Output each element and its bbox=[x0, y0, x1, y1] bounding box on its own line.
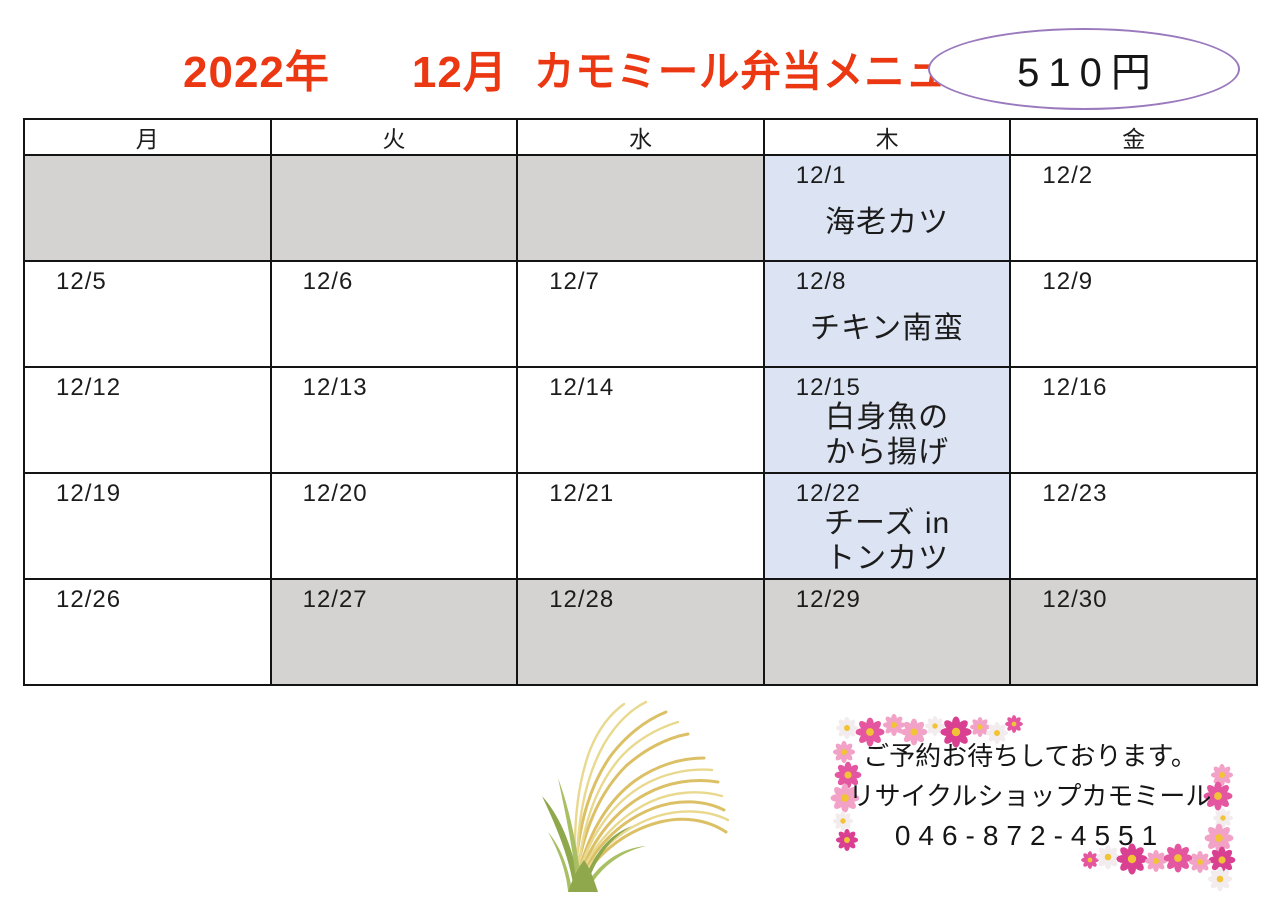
day-header: 火 bbox=[269, 118, 519, 156]
calendar-cell: 12/6 bbox=[269, 260, 519, 368]
title-month: 12月 bbox=[411, 48, 508, 97]
calendar-cell: 12/1 海老カツ bbox=[762, 154, 1012, 262]
footer-reservation-text: ご予約お待ちしております。 bbox=[863, 741, 1197, 771]
calendar-row: 12/19 12/20 12/21 12/22 チーズ in トンカツ 12/23 bbox=[23, 472, 1258, 580]
cell-date: 12/20 bbox=[302, 480, 368, 507]
calendar-cell: 12/16 bbox=[1009, 366, 1258, 474]
calendar-cell: 12/8 チキン南蛮 bbox=[762, 260, 1012, 368]
calendar-cell: 12/5 bbox=[23, 260, 272, 368]
calendar-cell: 12/23 bbox=[1009, 472, 1258, 580]
calendar-row: 12/12 12/13 12/14 12/15 白身魚の から揚げ 12/16 bbox=[23, 366, 1258, 474]
footer-phone-number: 046-872-4551 bbox=[894, 820, 1166, 851]
cell-date: 12/21 bbox=[549, 480, 615, 507]
cell-date: 12/7 bbox=[549, 268, 600, 295]
calendar-cell: 12/26 bbox=[23, 578, 272, 686]
cell-date: 12/2 bbox=[1042, 162, 1094, 189]
calendar-cell: 12/22 チーズ in トンカツ bbox=[762, 472, 1012, 580]
calendar-cell bbox=[23, 154, 272, 262]
calendar-cell: 12/9 bbox=[1009, 260, 1258, 368]
cell-date: 12/1 bbox=[795, 162, 847, 189]
cell-date: 12/12 bbox=[56, 374, 122, 401]
cell-date: 12/28 bbox=[549, 586, 615, 613]
pampas-grass-illustration bbox=[528, 692, 733, 897]
title-text: カモミール弁当メニュー bbox=[533, 47, 988, 95]
cell-date bbox=[272, 156, 517, 163]
calendar-cell: 12/13 bbox=[269, 366, 519, 474]
cell-menu: チキン南蛮 bbox=[810, 312, 965, 346]
day-header: 月 bbox=[23, 118, 272, 156]
cell-date: 12/30 bbox=[1042, 586, 1108, 613]
price-badge: 510円 bbox=[928, 28, 1240, 110]
cell-date: 12/16 bbox=[1042, 374, 1108, 401]
cell-date: 12/29 bbox=[795, 586, 861, 613]
cell-date bbox=[25, 156, 270, 163]
calendar-cell: 12/19 bbox=[23, 472, 272, 580]
calendar-cell: 12/2 bbox=[1009, 154, 1258, 262]
calendar-cell bbox=[269, 154, 519, 262]
calendar-cell: 12/15 白身魚の から揚げ bbox=[762, 366, 1012, 474]
calendar-cell: 12/27 bbox=[269, 578, 519, 686]
footer-message-block: ご予約お待ちしております。 リサイクルショップカモミール 046-872-455… bbox=[845, 736, 1215, 856]
calendar-row: 12/1 海老カツ 12/2 bbox=[23, 154, 1258, 262]
cell-date: 12/14 bbox=[549, 374, 615, 401]
calendar-cell: 12/14 bbox=[516, 366, 765, 474]
day-header: 金 bbox=[1009, 118, 1258, 156]
footer-shop-name: リサイクルショップカモミール bbox=[848, 781, 1212, 811]
day-header: 水 bbox=[516, 118, 765, 156]
cell-date: 12/27 bbox=[302, 586, 368, 613]
calendar-row: 12/26 12/27 12/28 12/29 12/30 bbox=[23, 578, 1258, 686]
calendar-cell: 12/28 bbox=[516, 578, 765, 686]
cell-date: 12/26 bbox=[56, 586, 122, 613]
calendar-cell: 12/20 bbox=[269, 472, 519, 580]
cell-date: 12/15 bbox=[795, 374, 861, 401]
cell-menu: チーズ in トンカツ bbox=[823, 507, 951, 575]
cell-date: 12/9 bbox=[1042, 268, 1094, 295]
pampas-grass-icon bbox=[542, 700, 730, 892]
cell-date: 12/19 bbox=[56, 480, 122, 507]
calendar-cell: 12/12 bbox=[23, 366, 272, 474]
cell-date: 12/8 bbox=[795, 268, 847, 295]
calendar-cell: 12/7 bbox=[516, 260, 765, 368]
calendar-cell: 12/29 bbox=[762, 578, 1012, 686]
cell-menu: 海老カツ bbox=[825, 206, 950, 240]
flower-icon bbox=[1005, 715, 1023, 733]
calendar-cell bbox=[516, 154, 765, 262]
day-header: 木 bbox=[762, 118, 1012, 156]
price-text: 510円 bbox=[1017, 51, 1160, 95]
cell-date: 12/5 bbox=[56, 268, 107, 295]
cell-date: 12/23 bbox=[1042, 480, 1108, 507]
cell-date: 12/22 bbox=[795, 480, 861, 507]
calendar-cell: 12/21 bbox=[516, 472, 765, 580]
cell-date: 12/13 bbox=[302, 374, 368, 401]
calendar-row: 12/5 12/6 12/7 12/8 チキン南蛮 12/9 bbox=[23, 260, 1258, 368]
flower-icon bbox=[1213, 808, 1233, 828]
cell-menu: 白身魚の から揚げ bbox=[825, 401, 950, 469]
cell-date: 12/6 bbox=[302, 268, 354, 295]
flower-icon bbox=[1207, 866, 1233, 892]
calendar-cell: 12/30 bbox=[1009, 578, 1258, 686]
calendar-table: 月火水木金 12/1 海老カツ 12/2 12/5 12/6 12/7 12/8 チキン南蛮 1… bbox=[23, 118, 1258, 686]
day-header-row: 月火水木金 bbox=[23, 118, 1258, 156]
title-year: 2022年 bbox=[183, 48, 330, 97]
page-title: 2022年 12月 カモミール弁当メニュー bbox=[183, 40, 1007, 98]
cell-date bbox=[518, 156, 763, 163]
